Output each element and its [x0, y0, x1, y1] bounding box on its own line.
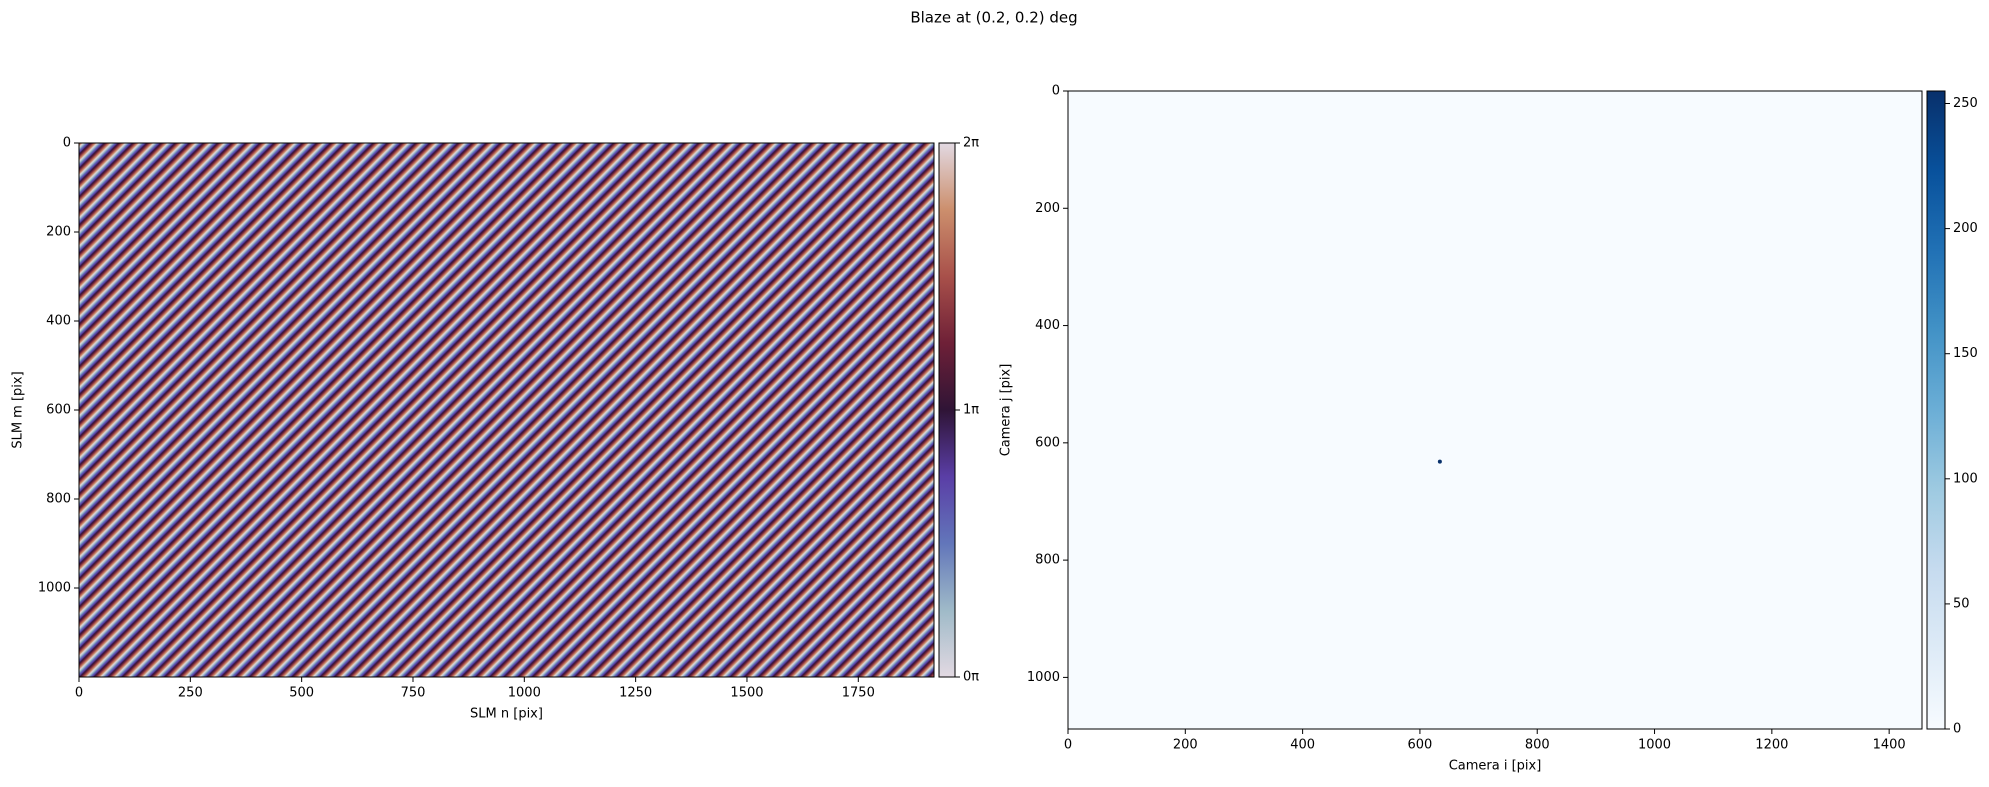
- image: [79, 143, 934, 677]
- x-axis-label: SLM n [pix]: [470, 707, 543, 722]
- y-tick-label: 1000: [38, 581, 71, 596]
- y-tick-label: 400: [1035, 318, 1060, 333]
- colorbar-tick-label: 0π: [963, 670, 979, 685]
- x-tick-label: 1000: [1638, 738, 1671, 753]
- x-axis-label: Camera i [pix]: [1449, 759, 1542, 774]
- colorbar-tick-label: 200: [1953, 221, 1978, 236]
- colorbar: [1926, 90, 1946, 730]
- x-tick-label: 800: [1525, 738, 1550, 753]
- y-tick-label: 400: [46, 314, 71, 329]
- x-tick-label: 1400: [1873, 738, 1906, 753]
- colorbar-tick-label: 1π: [963, 403, 979, 418]
- x-tick-label: 1750: [842, 686, 875, 701]
- colorbar-tick-label: 0: [1953, 722, 1961, 737]
- y-tick-label: 600: [46, 403, 71, 418]
- x-tick-label: 1200: [1755, 738, 1788, 753]
- x-tick-label: 250: [178, 686, 203, 701]
- y-tick-label: 200: [1035, 201, 1060, 216]
- x-tick-label: 500: [289, 686, 314, 701]
- colorbar-tick-label: 150: [1953, 346, 1978, 361]
- colorbar-tick-label: 50: [1953, 596, 1970, 611]
- x-tick-label: 1250: [619, 686, 652, 701]
- y-tick-label: 0: [63, 136, 71, 151]
- y-tick-label: 1000: [1027, 670, 1060, 685]
- colorbar-tick-label: 2π: [963, 136, 979, 151]
- x-tick-label: 1500: [730, 686, 763, 701]
- image: [1068, 91, 1922, 729]
- x-tick-label: 400: [1290, 738, 1315, 753]
- y-tick-label: 800: [1035, 553, 1060, 568]
- y-axis-label: Camera j [pix]: [999, 364, 1014, 457]
- y-tick-label: 800: [46, 492, 71, 507]
- figure-title: Blaze at (0.2, 0.2) deg: [910, 9, 1077, 27]
- spot: [1437, 459, 1442, 464]
- y-tick-label: 200: [46, 225, 71, 240]
- colorbar: [938, 142, 956, 678]
- x-tick-label: 1000: [508, 686, 541, 701]
- x-tick-label: 600: [1408, 738, 1433, 753]
- axes-frame: [1067, 90, 1923, 730]
- x-tick-label: 750: [401, 686, 426, 701]
- colorbar-tick-label: 100: [1953, 471, 1978, 486]
- y-tick-label: 600: [1035, 435, 1060, 450]
- x-tick-label: 0: [75, 686, 83, 701]
- x-tick-label: 200: [1173, 738, 1198, 753]
- x-tick-label: 0: [1064, 738, 1072, 753]
- y-tick-label: 0: [1052, 84, 1060, 99]
- colorbar-tick-label: 250: [1953, 96, 1978, 111]
- y-axis-label: SLM m [pix]: [11, 371, 26, 448]
